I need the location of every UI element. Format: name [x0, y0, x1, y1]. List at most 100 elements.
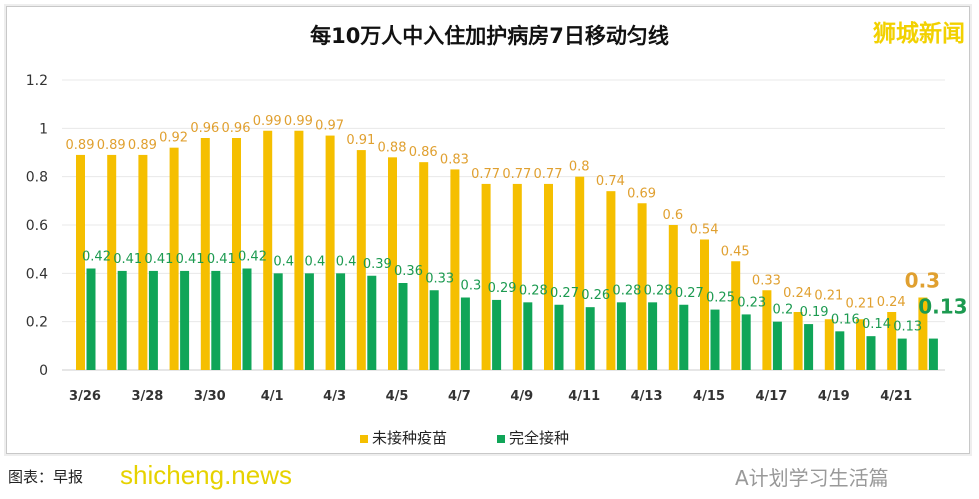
bar-vaccinated [585, 307, 595, 370]
data-label: 0.27 [550, 286, 579, 301]
y-tick-label: 1.2 [26, 73, 48, 89]
bar-vaccinated [148, 270, 158, 370]
bar-vaccinated [242, 268, 252, 370]
data-label: 0.6 [662, 208, 683, 223]
x-tick-label: 3/28 [131, 389, 163, 404]
bar-unvaccinated [887, 312, 897, 370]
bar-unvaccinated [918, 297, 928, 370]
data-label: 0.83 [440, 152, 469, 167]
x-tick-label: 4/11 [568, 389, 600, 404]
legend-label: 未接种疫苗 [372, 429, 448, 447]
data-label: 0.86 [409, 145, 438, 160]
data-label: 0.54 [690, 223, 719, 238]
bar-unvaccinated [200, 138, 210, 370]
data-label: 0.41 [176, 252, 205, 267]
data-label: 0.33 [752, 273, 781, 288]
data-label: 0.88 [378, 140, 407, 155]
bar-vaccinated [710, 309, 720, 370]
bar-vaccinated [928, 338, 938, 370]
bar-vaccinated [86, 268, 96, 370]
bar-unvaccinated [762, 290, 772, 370]
data-label: 0.3 [461, 279, 482, 294]
bar-unvaccinated [263, 130, 273, 370]
chart-title: 每10万人中入住加护病房7日移动匀线 [310, 24, 669, 48]
bar-vaccinated [367, 275, 377, 370]
data-label: 0.24 [877, 295, 906, 310]
bar-unvaccinated [793, 312, 803, 370]
bar-unvaccinated [325, 135, 335, 370]
data-label: 0.8 [569, 160, 590, 175]
bar-vaccinated [835, 331, 845, 370]
bar-unvaccinated [512, 183, 522, 370]
bar-unvaccinated [637, 203, 647, 370]
y-tick-label: 0 [39, 363, 48, 379]
bar-unvaccinated [856, 319, 865, 370]
bar-vaccinated [398, 283, 408, 370]
data-label: 0.13 [893, 320, 922, 335]
data-label: 0.41 [113, 252, 142, 267]
bar-unvaccinated [544, 183, 553, 370]
x-tick-label: 4/7 [448, 389, 471, 404]
data-label: 0.28 [519, 283, 548, 298]
bar-unvaccinated [294, 130, 304, 370]
data-label: 0.77 [471, 167, 500, 182]
bar-unvaccinated [731, 261, 741, 370]
bar-vaccinated [492, 299, 502, 370]
x-tick-label: 3/30 [194, 389, 226, 404]
data-label: 0.26 [581, 288, 610, 303]
x-tick-label: 3/26 [69, 389, 101, 404]
legend-item-unvaccinated: 未接种疫苗 [360, 427, 447, 448]
bar-vaccinated [679, 304, 689, 370]
bar-vaccinated [616, 302, 626, 370]
bar-vaccinated [554, 304, 564, 370]
data-label: 0.4 [305, 254, 326, 269]
data-label: 0.77 [534, 167, 563, 182]
data-label: 0.27 [675, 286, 704, 301]
bar-vaccinated [336, 273, 346, 370]
data-label: 0.99 [284, 114, 313, 129]
data-label: 0.28 [612, 283, 641, 298]
bar-unvaccinated [824, 319, 834, 370]
bar-unvaccinated [107, 154, 117, 370]
bar-vaccinated [741, 314, 751, 370]
data-label: 0.77 [502, 167, 531, 182]
legend: 未接种疫苗 完全接种 [360, 427, 569, 448]
source-text: 图表：早报 [8, 468, 84, 486]
data-label: 0.99 [253, 114, 282, 129]
watermark: shicheng.news [120, 460, 292, 490]
bar-unvaccinated [575, 176, 585, 370]
data-label: 0.39 [363, 257, 392, 272]
x-tick-label: 4/15 [693, 389, 725, 404]
data-label: 0.89 [97, 138, 126, 153]
y-tick-label: 0.2 [26, 315, 48, 331]
bar-vaccinated [429, 290, 439, 370]
x-tick-label: 4/19 [818, 389, 850, 404]
bar-unvaccinated [481, 183, 491, 370]
bar-unvaccinated [169, 147, 179, 370]
bar-vaccinated [273, 273, 283, 370]
bar-vaccinated [180, 270, 190, 370]
bar-vaccinated [897, 338, 907, 370]
y-tick-label: 0.8 [26, 170, 48, 186]
data-label: 0.4 [273, 254, 294, 269]
data-label: 0.97 [315, 119, 344, 134]
legend-swatch [360, 435, 368, 443]
legend-label: 完全接种 [509, 429, 570, 447]
x-tick-label: 4/21 [880, 389, 912, 404]
bar-vaccinated [772, 321, 782, 370]
data-label: 0.16 [831, 312, 860, 327]
data-label: 0.14 [862, 317, 891, 332]
chart-frame [6, 6, 970, 454]
data-label: 0.28 [644, 283, 673, 298]
x-tick-label: 4/9 [510, 389, 533, 404]
bar-unvaccinated [356, 150, 366, 370]
x-tick-label: 4/17 [755, 389, 787, 404]
data-label: 0.21 [846, 296, 875, 311]
legend-swatch [497, 435, 506, 443]
data-label: 0.23 [737, 295, 766, 310]
bar-vaccinated [117, 270, 127, 370]
data-label: 0.21 [814, 288, 843, 303]
bar-vaccinated [804, 324, 814, 370]
bar-unvaccinated [700, 239, 709, 370]
